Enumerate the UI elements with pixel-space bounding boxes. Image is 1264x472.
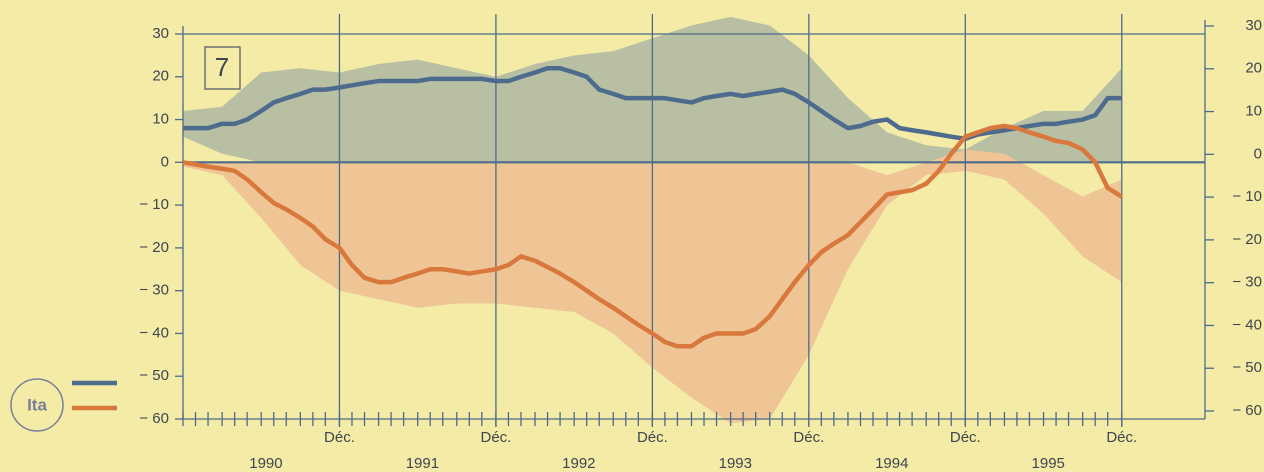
legend-circle [10,378,64,432]
lines [182,65,1123,349]
y2-tick-label: 0 [1254,145,1262,162]
annotation: 7 [215,52,229,82]
y-tick-label: − 30 [139,282,169,299]
y-tick-label: − 50 [139,367,169,384]
year-label: 1992 [562,455,595,472]
y-tick-label: − 20 [139,239,169,256]
y2-tick-label: − 20 [1232,231,1262,248]
series-line [182,123,1123,349]
y2-tick-label: 30 [1245,17,1262,34]
legend-title: Ita [27,395,47,414]
x-tick-label: Déc. [950,429,981,446]
year-label: 1990 [249,455,282,472]
y-tick-label: − 60 [139,410,169,427]
x-tick-label: Déc. [481,429,512,446]
x-tick-label: Déc. [1106,429,1137,446]
year-label: 1995 [1032,455,1065,472]
y2-tick-label: − 40 [1232,316,1262,333]
y2-tick-label: 20 [1245,60,1262,77]
year-label: 1994 [875,455,908,472]
y-tick-label: − 10 [139,196,169,213]
x-tick-label: Déc. [637,429,668,446]
y-tick-label: 20 [152,68,169,85]
year-label: 1991 [406,455,439,472]
annotation-box [204,46,241,90]
y-tick-label: 0 [161,153,169,170]
y-tick-label: 30 [152,25,169,42]
y2-tick-label: − 50 [1232,359,1262,376]
year-label: 1993 [719,455,752,472]
y-tick-label: − 40 [139,324,169,341]
x-tick-label: Déc. [324,429,355,446]
y2-tick-label: − 10 [1232,188,1262,205]
y-tick-label: 10 [152,111,169,128]
axes: 30 20 10 0 − 10 − 20 − 30 − 40 − 50 − 60 30 20 10 0 − … [139,14,1262,472]
y2-tick-label: − 30 [1232,274,1262,291]
x-tick-label: Déc. [793,429,824,446]
y2-tick-label: − 60 [1232,402,1262,419]
y2-tick-label: 10 [1245,103,1262,120]
